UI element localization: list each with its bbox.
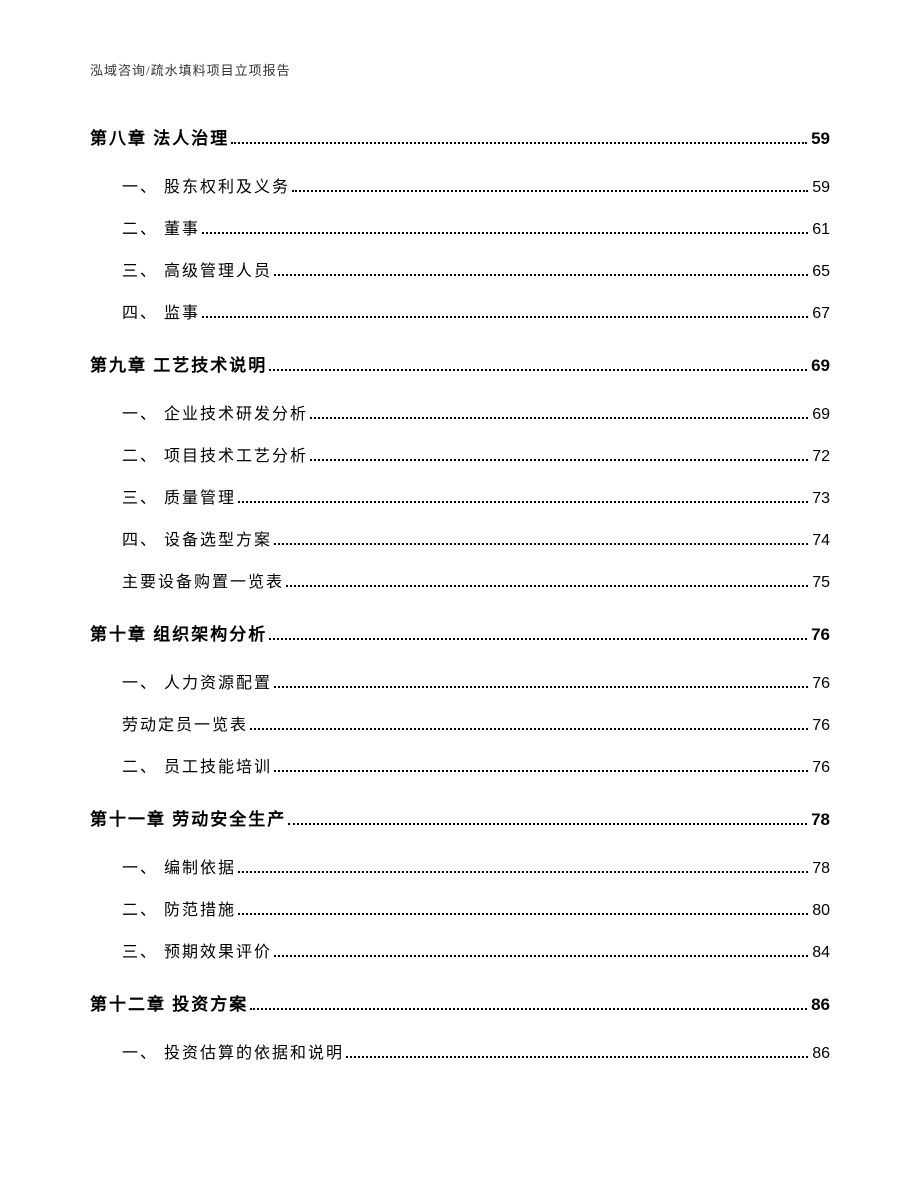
section-label: 四、 监事 [122, 299, 200, 323]
section-label: 一、 编制依据 [122, 854, 236, 878]
toc-section: 一、 编制依据 78 [122, 854, 830, 878]
section-page: 65 [812, 263, 830, 281]
dot-leader [202, 316, 808, 318]
chapter-label: 第八章 法人治理 [90, 124, 229, 149]
dot-leader [238, 501, 808, 503]
chapter-label: 第九章 工艺技术说明 [90, 351, 267, 376]
toc-chapter: 第八章 法人治理 59 [90, 124, 830, 149]
dot-leader [310, 417, 808, 419]
chapter-label: 第十章 组织架构分析 [90, 620, 267, 645]
section-label: 一、 人力资源配置 [122, 669, 272, 693]
section-page: 73 [812, 490, 830, 508]
table-of-contents: 第八章 法人治理 59 一、 股东权利及义务 59 二、 董事 61 三、 高级… [90, 124, 830, 1063]
dot-leader [250, 1008, 807, 1010]
section-page: 76 [812, 717, 830, 735]
chapter-label: 第十二章 投资方案 [90, 990, 248, 1015]
toc-section: 一、 人力资源配置 76 [122, 669, 830, 693]
section-page: 76 [812, 759, 830, 777]
dot-leader [269, 369, 807, 371]
section-label: 二、 防范措施 [122, 896, 236, 920]
chapter-page: 78 [811, 810, 830, 830]
dot-leader [202, 232, 808, 234]
section-label: 三、 高级管理人员 [122, 257, 272, 281]
toc-section: 三、 质量管理 73 [122, 484, 830, 508]
toc-section: 四、 设备选型方案 74 [122, 526, 830, 550]
dot-leader [274, 543, 808, 545]
section-label: 三、 质量管理 [122, 484, 236, 508]
section-page: 75 [812, 574, 830, 592]
chapter-page: 69 [811, 356, 830, 376]
toc-section: 二、 董事 61 [122, 215, 830, 239]
toc-section: 主要设备购置一览表 75 [122, 568, 830, 592]
dot-leader [274, 955, 808, 957]
dot-leader [274, 686, 808, 688]
dot-leader [238, 913, 808, 915]
toc-chapter: 第十一章 劳动安全生产 78 [90, 805, 830, 830]
section-page: 86 [812, 1045, 830, 1063]
section-label: 三、 预期效果评价 [122, 938, 272, 962]
dot-leader [274, 274, 808, 276]
section-page: 72 [812, 448, 830, 466]
section-label: 四、 设备选型方案 [122, 526, 272, 550]
section-page: 84 [812, 944, 830, 962]
section-page: 80 [812, 902, 830, 920]
dot-leader [274, 770, 808, 772]
toc-section: 三、 高级管理人员 65 [122, 257, 830, 281]
toc-section: 二、 员工技能培训 76 [122, 753, 830, 777]
toc-section: 一、 股东权利及义务 59 [122, 173, 830, 197]
section-page: 78 [812, 860, 830, 878]
section-page: 67 [812, 305, 830, 323]
section-page: 69 [812, 406, 830, 424]
dot-leader [250, 728, 808, 730]
section-label: 主要设备购置一览表 [122, 568, 284, 592]
dot-leader [269, 638, 807, 640]
dot-leader [310, 459, 808, 461]
toc-section: 二、 项目技术工艺分析 72 [122, 442, 830, 466]
section-page: 59 [812, 179, 830, 197]
dot-leader [288, 823, 807, 825]
section-page: 74 [812, 532, 830, 550]
section-label: 一、 企业技术研发分析 [122, 400, 308, 424]
section-page: 61 [812, 221, 830, 239]
toc-section: 四、 监事 67 [122, 299, 830, 323]
chapter-label: 第十一章 劳动安全生产 [90, 805, 286, 830]
toc-section: 三、 预期效果评价 84 [122, 938, 830, 962]
toc-section: 劳动定员一览表 76 [122, 711, 830, 735]
chapter-page: 59 [811, 129, 830, 149]
toc-section: 二、 防范措施 80 [122, 896, 830, 920]
dot-leader [286, 585, 808, 587]
section-page: 76 [812, 675, 830, 693]
toc-chapter: 第九章 工艺技术说明 69 [90, 351, 830, 376]
section-label: 二、 项目技术工艺分析 [122, 442, 308, 466]
chapter-page: 86 [811, 995, 830, 1015]
dot-leader [238, 871, 808, 873]
toc-section: 一、 企业技术研发分析 69 [122, 400, 830, 424]
dot-leader [346, 1056, 808, 1058]
toc-chapter: 第十二章 投资方案 86 [90, 990, 830, 1015]
section-label: 二、 员工技能培训 [122, 753, 272, 777]
dot-leader [231, 142, 807, 144]
section-label: 一、 投资估算的依据和说明 [122, 1039, 344, 1063]
dot-leader [292, 190, 808, 192]
toc-chapter: 第十章 组织架构分析 76 [90, 620, 830, 645]
toc-section: 一、 投资估算的依据和说明 86 [122, 1039, 830, 1063]
section-label: 劳动定员一览表 [122, 711, 248, 735]
document-header: 泓域咨询/疏水填料项目立项报告 [90, 60, 830, 79]
section-label: 二、 董事 [122, 215, 200, 239]
chapter-page: 76 [811, 625, 830, 645]
section-label: 一、 股东权利及义务 [122, 173, 290, 197]
